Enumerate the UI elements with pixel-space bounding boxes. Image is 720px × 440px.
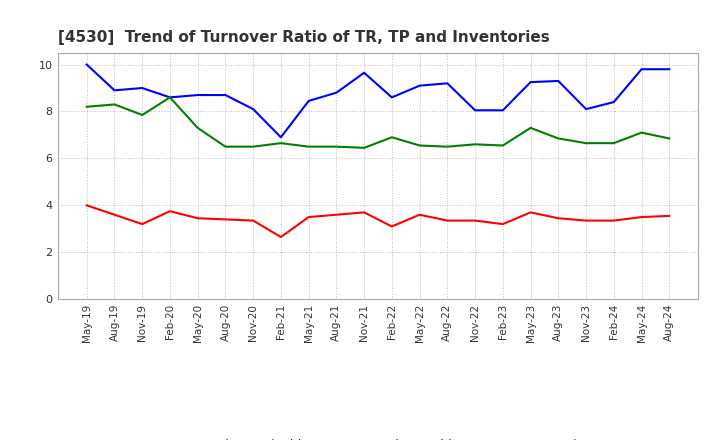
Trade Payables — [249, 106, 258, 112]
Trade Receivables — [166, 209, 174, 214]
Trade Payables — [526, 80, 535, 85]
Legend: Trade Receivables, Trade Payables, Inventories: Trade Receivables, Trade Payables, Inven… — [159, 433, 597, 440]
Inventories — [332, 144, 341, 149]
Trade Receivables — [415, 212, 424, 217]
Trade Payables — [637, 66, 646, 72]
Trade Receivables — [138, 221, 147, 227]
Trade Payables — [276, 135, 285, 140]
Inventories — [166, 95, 174, 100]
Trade Payables — [387, 95, 396, 100]
Trade Payables — [360, 70, 369, 75]
Inventories — [665, 136, 674, 141]
Inventories — [194, 125, 202, 131]
Trade Receivables — [526, 210, 535, 215]
Trade Payables — [665, 66, 674, 72]
Trade Payables — [82, 62, 91, 67]
Trade Payables — [582, 106, 590, 112]
Trade Receivables — [332, 212, 341, 217]
Trade Receivables — [387, 224, 396, 229]
Trade Payables — [166, 95, 174, 100]
Trade Payables — [471, 108, 480, 113]
Inventories — [138, 112, 147, 117]
Inventories — [305, 144, 313, 149]
Trade Receivables — [665, 213, 674, 219]
Inventories — [582, 140, 590, 146]
Inventories — [637, 130, 646, 135]
Inventories — [526, 125, 535, 131]
Trade Payables — [110, 88, 119, 93]
Trade Receivables — [582, 218, 590, 223]
Line: Trade Receivables: Trade Receivables — [86, 205, 670, 237]
Inventories — [360, 145, 369, 150]
Trade Receivables — [249, 218, 258, 223]
Text: [4530]  Trend of Turnover Ratio of TR, TP and Inventories: [4530] Trend of Turnover Ratio of TR, TP… — [58, 29, 549, 45]
Trade Payables — [221, 92, 230, 98]
Trade Receivables — [110, 212, 119, 217]
Trade Payables — [332, 90, 341, 95]
Trade Payables — [443, 81, 451, 86]
Inventories — [110, 102, 119, 107]
Trade Receivables — [443, 218, 451, 223]
Trade Receivables — [360, 210, 369, 215]
Inventories — [82, 104, 91, 110]
Inventories — [221, 144, 230, 149]
Inventories — [498, 143, 507, 148]
Inventories — [387, 135, 396, 140]
Trade Payables — [305, 98, 313, 103]
Trade Payables — [415, 83, 424, 88]
Trade Payables — [554, 78, 562, 84]
Line: Inventories: Inventories — [86, 97, 670, 148]
Trade Receivables — [609, 218, 618, 223]
Inventories — [276, 140, 285, 146]
Trade Receivables — [498, 221, 507, 227]
Inventories — [471, 142, 480, 147]
Trade Payables — [498, 108, 507, 113]
Trade Receivables — [221, 217, 230, 222]
Trade Receivables — [82, 203, 91, 208]
Trade Receivables — [305, 214, 313, 220]
Trade Receivables — [194, 216, 202, 221]
Inventories — [609, 140, 618, 146]
Trade Receivables — [276, 235, 285, 240]
Inventories — [249, 144, 258, 149]
Trade Payables — [609, 99, 618, 105]
Inventories — [443, 144, 451, 149]
Trade Payables — [194, 92, 202, 98]
Inventories — [415, 143, 424, 148]
Trade Receivables — [471, 218, 480, 223]
Trade Payables — [138, 85, 147, 91]
Trade Receivables — [554, 216, 562, 221]
Inventories — [554, 136, 562, 141]
Trade Receivables — [637, 214, 646, 220]
Line: Trade Payables: Trade Payables — [86, 65, 670, 137]
